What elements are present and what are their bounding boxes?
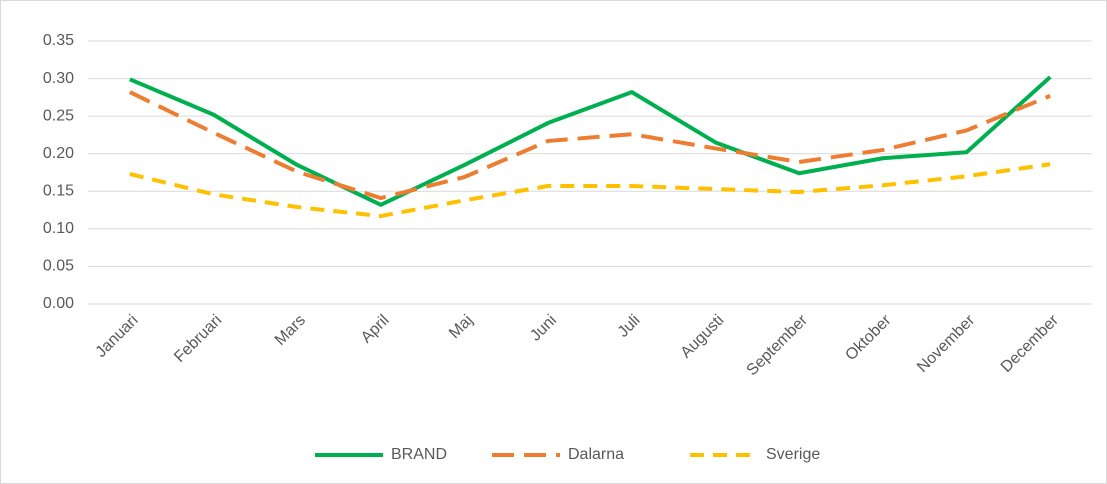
- legend-label: Sverige: [766, 446, 820, 463]
- y-tick-label: 0.15: [43, 183, 74, 200]
- y-tick-label: 0.35: [43, 32, 74, 49]
- y-tick-label: 0.25: [43, 107, 74, 124]
- legend-label: Dalarna: [568, 446, 624, 463]
- y-tick-label: 0.10: [43, 220, 74, 237]
- series-line: [129, 75, 1052, 207]
- y-tick-label: 0.05: [43, 258, 74, 275]
- series-line: [128, 90, 1051, 201]
- legend-label: BRAND: [391, 446, 447, 463]
- y-tick-label: 0.20: [43, 145, 74, 162]
- series-line: [129, 162, 1051, 219]
- y-tick-label: 0.00: [43, 295, 74, 312]
- y-tick-label: 0.30: [43, 70, 74, 87]
